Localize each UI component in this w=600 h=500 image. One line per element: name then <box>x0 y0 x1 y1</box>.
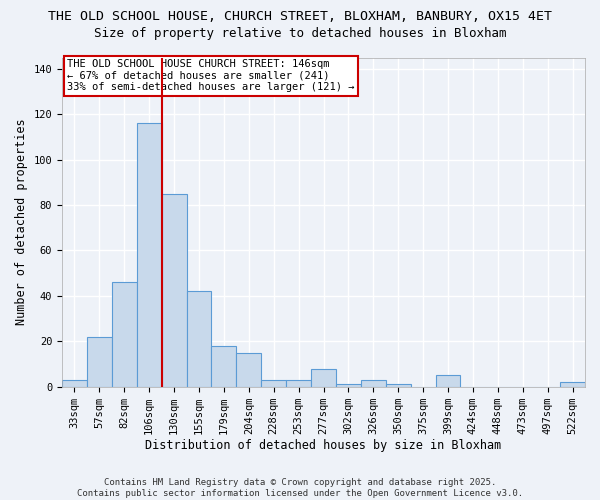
Bar <box>87 337 112 386</box>
Text: THE OLD SCHOOL HOUSE CHURCH STREET: 146sqm
← 67% of detached houses are smaller : THE OLD SCHOOL HOUSE CHURCH STREET: 146s… <box>67 59 355 92</box>
Bar <box>560 382 585 386</box>
Y-axis label: Number of detached properties: Number of detached properties <box>15 119 28 326</box>
Bar <box>386 384 410 386</box>
Bar <box>236 352 261 386</box>
Bar <box>261 380 286 386</box>
Bar <box>187 292 211 386</box>
Bar <box>436 376 460 386</box>
Bar <box>161 194 187 386</box>
Bar <box>112 282 137 387</box>
Bar <box>361 380 386 386</box>
Text: THE OLD SCHOOL HOUSE, CHURCH STREET, BLOXHAM, BANBURY, OX15 4ET: THE OLD SCHOOL HOUSE, CHURCH STREET, BLO… <box>48 10 552 23</box>
Bar <box>211 346 236 387</box>
Bar <box>336 384 361 386</box>
Bar <box>62 380 87 386</box>
Bar <box>311 368 336 386</box>
Bar <box>137 124 161 386</box>
X-axis label: Distribution of detached houses by size in Bloxham: Distribution of detached houses by size … <box>145 440 502 452</box>
Bar <box>286 380 311 386</box>
Text: Contains HM Land Registry data © Crown copyright and database right 2025.
Contai: Contains HM Land Registry data © Crown c… <box>77 478 523 498</box>
Text: Size of property relative to detached houses in Bloxham: Size of property relative to detached ho… <box>94 28 506 40</box>
